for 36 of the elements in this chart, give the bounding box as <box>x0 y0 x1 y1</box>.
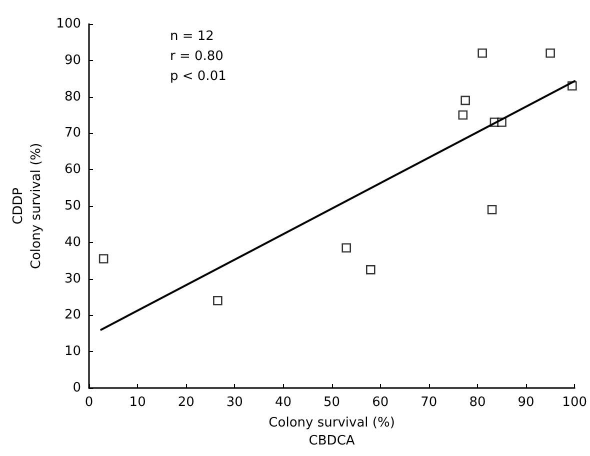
point <box>213 296 222 306</box>
y-axis-title: CDDP Colony survival (%) <box>10 142 44 270</box>
y-tick-label: 10 <box>64 344 81 360</box>
point <box>546 48 555 58</box>
y-tick-label: 80 <box>64 89 81 104</box>
annotation: r = 0.80 <box>170 49 224 64</box>
x-tick-label: 20 <box>178 395 194 410</box>
x-tick-label: 30 <box>226 395 243 410</box>
x-tick-label: 100 <box>562 395 588 410</box>
x-tick-label: 50 <box>324 395 340 410</box>
x-tick-label: 40 <box>274 395 292 410</box>
x-tick-label: 60 <box>372 395 389 410</box>
y-tick-label: 30 <box>64 271 81 286</box>
point <box>366 265 376 274</box>
x-axis-title: Colony survival (%) CBDCA <box>268 415 395 448</box>
point <box>487 204 497 214</box>
point <box>98 254 108 264</box>
point <box>478 48 487 58</box>
y-tick-label: 40 <box>64 234 81 250</box>
x-tick-label: 70 <box>420 395 438 410</box>
x-tick-label: 80 <box>469 395 486 410</box>
point <box>460 96 470 106</box>
y-tick-label: 0 <box>72 380 81 396</box>
point <box>342 243 352 253</box>
point <box>458 110 468 120</box>
x-tick-label: 0 <box>84 395 94 410</box>
y-tick-label: 70 <box>64 126 81 141</box>
y-tick-label: 20 <box>64 308 81 323</box>
annotation: n = 12 <box>170 29 214 44</box>
x-tick-label: 90 <box>518 395 534 410</box>
x-tick-label: 10 <box>129 395 146 410</box>
y-tick-label: 60 <box>64 162 81 178</box>
y-tick-label: 50 <box>64 198 81 214</box>
annotation: p < 0.01 <box>170 69 226 84</box>
y-tick-label: 100 <box>56 16 81 32</box>
y-tick-label: 90 <box>64 52 81 68</box>
